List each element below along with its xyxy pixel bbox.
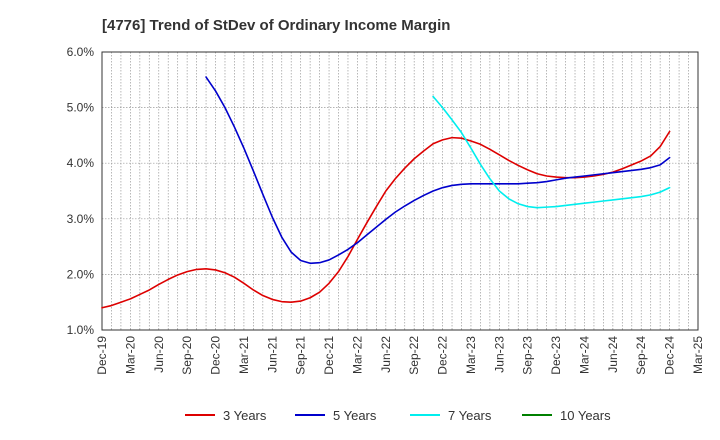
x-tick-label: Jun-23 bbox=[492, 336, 506, 373]
series-line-7-years bbox=[432, 95, 671, 209]
x-tick-label: Jun-21 bbox=[265, 336, 279, 373]
legend-label: 5 Years bbox=[333, 408, 377, 423]
x-tick-label: Dec-19 bbox=[95, 336, 109, 375]
x-tick-label: Mar-23 bbox=[464, 336, 478, 374]
x-tick-label: Mar-21 bbox=[237, 336, 251, 374]
x-tick-label: Dec-20 bbox=[209, 336, 223, 375]
x-tick-label: Sep-22 bbox=[407, 336, 421, 375]
x-tick-label: Mar-25 bbox=[691, 336, 705, 374]
x-tick-label: Dec-22 bbox=[436, 336, 450, 375]
x-tick-label: Dec-24 bbox=[663, 336, 677, 375]
x-tick-label: Jun-20 bbox=[152, 336, 166, 373]
vertical-gridlines bbox=[111, 52, 689, 330]
series-line-5-years bbox=[205, 76, 671, 265]
x-tick-label: Mar-20 bbox=[123, 336, 137, 374]
y-axis-tick-labels: 1.0% 2.0% 3.0% 4.0% 5.0% 6.0% bbox=[67, 45, 95, 337]
y-tick-label: 3.0% bbox=[67, 212, 95, 226]
x-axis-tick-labels: Dec-19 Mar-20 Jun-20 Sep-20 Dec-20 Mar-21 Jun-… bbox=[95, 336, 705, 375]
legend-label: 10 Years bbox=[560, 408, 611, 423]
x-tick-label: Jun-22 bbox=[379, 336, 393, 373]
chart-title: [4776] Trend of StDev of Ordinary Income… bbox=[102, 17, 450, 34]
x-tick-label: Sep-21 bbox=[294, 336, 308, 375]
series-lines bbox=[101, 76, 671, 309]
x-tick-label: Dec-23 bbox=[549, 336, 563, 375]
plot-border bbox=[101, 51, 699, 331]
plot-area bbox=[102, 52, 698, 330]
y-tick-label: 5.0% bbox=[67, 101, 95, 115]
y-tick-label: 2.0% bbox=[67, 267, 95, 281]
legend-label: 3 Years bbox=[223, 408, 267, 423]
y-tick-label: 6.0% bbox=[67, 45, 95, 59]
horizontal-gridlines bbox=[102, 107, 698, 275]
x-tick-label: Dec-21 bbox=[322, 336, 336, 375]
y-tick-label: 4.0% bbox=[67, 156, 95, 170]
x-tick-label: Jun-24 bbox=[606, 336, 620, 373]
legend: 3 Years 5 Years 7 Years 10 Years bbox=[185, 408, 611, 423]
x-tick-label: Mar-24 bbox=[577, 336, 591, 374]
x-tick-label: Mar-22 bbox=[350, 336, 364, 374]
x-tick-label: Sep-23 bbox=[521, 336, 535, 375]
x-tick-label: Sep-20 bbox=[180, 336, 194, 375]
y-tick-label: 1.0% bbox=[67, 323, 95, 337]
legend-label: 7 Years bbox=[448, 408, 492, 423]
x-tick-label: Sep-24 bbox=[634, 336, 648, 375]
